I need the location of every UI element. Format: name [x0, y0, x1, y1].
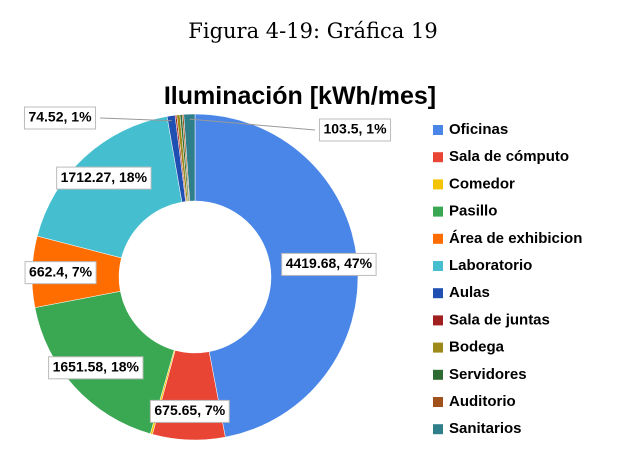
data-label-box — [24, 261, 97, 285]
legend-swatch — [433, 261, 443, 271]
leader-line — [189, 118, 316, 131]
legend-swatch — [433, 152, 443, 163]
legend-label: Área de exhibicion — [449, 230, 582, 247]
legend-swatch — [433, 206, 443, 217]
data-label-text: 103.5, 1% — [323, 121, 387, 137]
legend-swatch — [433, 342, 443, 353]
chart-title: Iluminación [kWh/mes] — [164, 82, 436, 110]
data-label-text: 1651.58, 18% — [53, 358, 140, 374]
legend-label: Aulas — [449, 284, 490, 301]
data-label-text: 662.4, 7% — [29, 263, 93, 279]
data-label-box — [281, 252, 377, 276]
legend-label: Sala de juntas — [449, 311, 550, 328]
data-label: 662.4, 7% — [24, 261, 97, 285]
legend-swatch — [433, 125, 443, 135]
legend-label: Bodega — [449, 339, 505, 356]
legend-swatch — [433, 179, 443, 190]
data-label-text: 4419.68, 47% — [286, 255, 373, 271]
legend-label: Auditorio — [449, 393, 516, 410]
legend-label: Servidores — [449, 366, 527, 383]
legend-label: Comedor — [449, 175, 515, 192]
leader-line — [99, 117, 172, 122]
legend-label: Sala de cómputo — [449, 148, 569, 165]
legend-swatch — [433, 233, 443, 244]
legend-swatch — [433, 288, 443, 299]
data-label-box — [48, 356, 144, 380]
data-label: 675.65, 7% — [149, 399, 230, 423]
legend-label: Sanitarios — [449, 420, 522, 437]
data-label: 103.5, 1% — [318, 118, 392, 142]
slice — [183, 113, 196, 202]
data-label-box — [318, 118, 392, 142]
data-label-text: 1712.27, 18% — [61, 169, 148, 185]
legend-swatch — [433, 369, 443, 380]
legend-swatch — [433, 397, 443, 407]
legend-label: Pasillo — [449, 203, 497, 220]
legend-label: Oficinas — [449, 121, 508, 138]
data-label-text: 675.65, 7% — [154, 402, 225, 418]
data-label: 1712.27, 18% — [56, 166, 152, 190]
data-label-box — [149, 399, 230, 423]
legend-swatch — [433, 424, 443, 435]
data-label-text: 74.52, 1% — [28, 109, 92, 125]
legend-label: Laboratorio — [449, 257, 532, 274]
caption: Figura 4-19: Gráfica 19 — [188, 19, 437, 43]
legend-swatch — [433, 315, 443, 326]
data-label: 1651.58, 18% — [48, 356, 144, 380]
data-label-box — [23, 106, 97, 130]
data-label-box — [56, 166, 152, 190]
slice — [194, 113, 359, 438]
data-label: 4419.68, 47% — [281, 252, 377, 276]
data-label: 74.52, 1% — [23, 106, 97, 130]
